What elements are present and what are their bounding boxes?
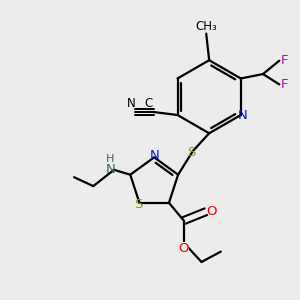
Text: F: F — [281, 54, 288, 67]
Text: O: O — [207, 205, 217, 218]
Text: H: H — [106, 154, 115, 164]
Text: N: N — [149, 149, 159, 162]
Text: F: F — [281, 78, 288, 91]
Text: CH₃: CH₃ — [195, 20, 217, 33]
Text: O: O — [178, 242, 188, 255]
Text: N: N — [106, 163, 115, 176]
Text: N: N — [237, 109, 247, 122]
Text: S: S — [134, 198, 142, 211]
Text: C: C — [144, 97, 153, 110]
Text: S: S — [187, 146, 196, 159]
Text: N: N — [127, 97, 136, 110]
